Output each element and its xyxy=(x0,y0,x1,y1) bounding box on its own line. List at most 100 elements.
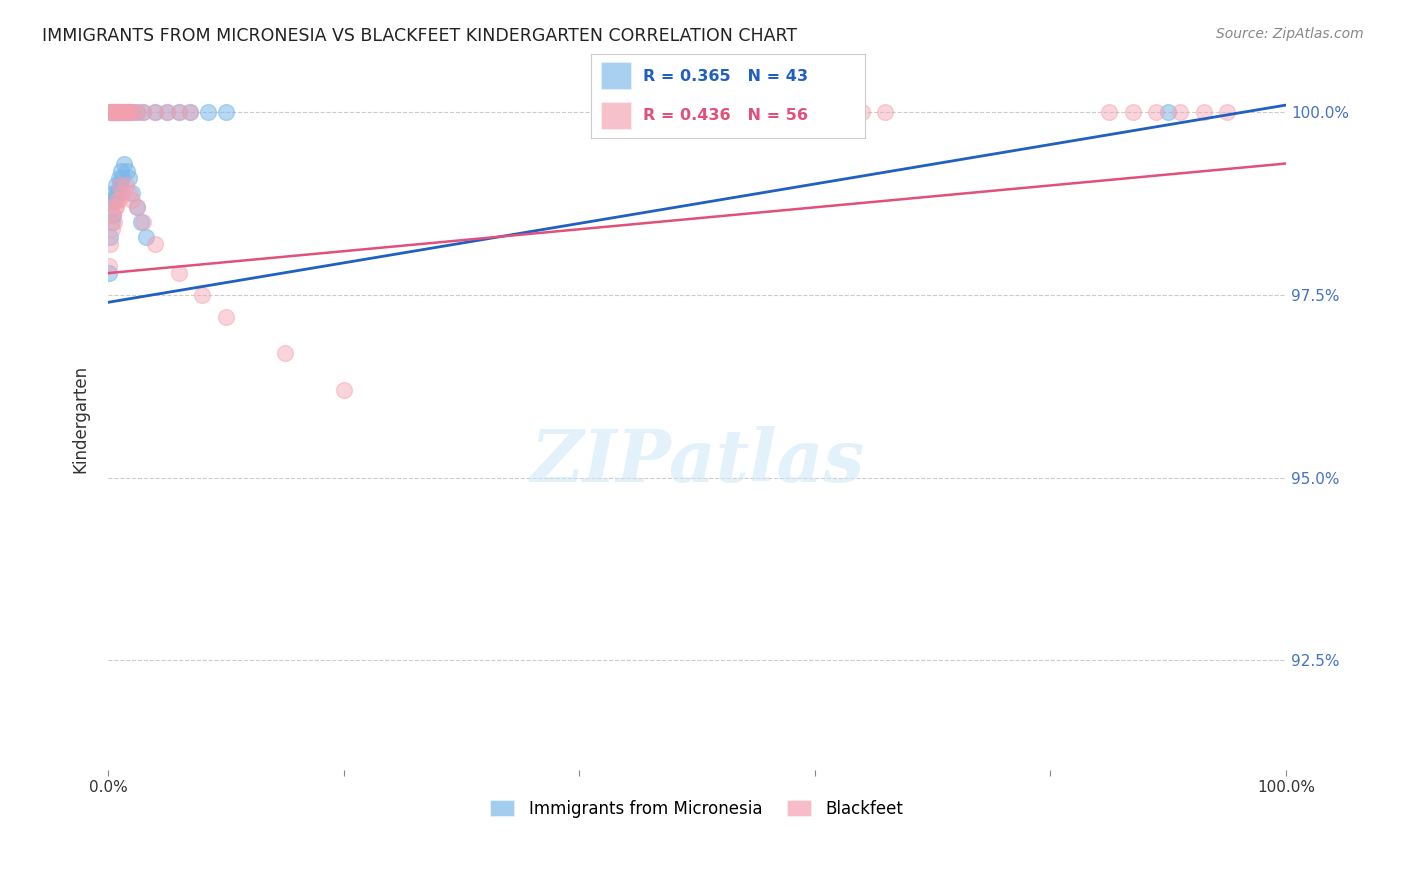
Point xyxy=(132,215,155,229)
Point xyxy=(118,171,141,186)
Point xyxy=(100,105,122,120)
Point xyxy=(127,105,149,120)
Point xyxy=(98,105,121,120)
Point xyxy=(107,171,129,186)
Point xyxy=(107,193,129,207)
Legend: Immigrants from Micronesia, Blackfeet: Immigrants from Micronesia, Blackfeet xyxy=(484,793,910,825)
Point xyxy=(107,186,129,200)
Point xyxy=(118,105,141,120)
Point xyxy=(215,105,238,120)
Point xyxy=(108,178,131,193)
Point xyxy=(111,171,134,186)
Point xyxy=(115,105,138,120)
Point xyxy=(1216,105,1239,120)
Point xyxy=(105,200,128,214)
Point xyxy=(100,193,122,207)
Point xyxy=(108,105,131,120)
Point xyxy=(103,105,125,120)
Point xyxy=(100,105,122,120)
Point xyxy=(118,186,141,200)
Point xyxy=(114,156,136,170)
Point xyxy=(107,105,129,120)
Point xyxy=(191,288,214,302)
Point xyxy=(110,105,132,120)
Point xyxy=(107,105,129,120)
Point xyxy=(1157,105,1180,120)
Point xyxy=(101,208,124,222)
Point xyxy=(851,105,873,120)
Point xyxy=(875,105,897,120)
Point xyxy=(104,105,127,120)
Point xyxy=(98,229,121,244)
Point xyxy=(1168,105,1191,120)
Point xyxy=(121,186,143,200)
Point xyxy=(107,105,129,120)
Point xyxy=(273,346,295,360)
Point xyxy=(103,186,125,200)
Point xyxy=(1122,105,1144,120)
Point xyxy=(117,105,139,120)
Point xyxy=(132,105,155,120)
Text: R = 0.436   N = 56: R = 0.436 N = 56 xyxy=(643,108,807,123)
Point xyxy=(827,105,849,120)
Y-axis label: Kindergarten: Kindergarten xyxy=(72,365,89,474)
Point xyxy=(156,105,179,120)
Point xyxy=(108,178,131,193)
Point xyxy=(167,266,190,280)
Point xyxy=(98,105,121,120)
Point xyxy=(121,105,143,120)
Point xyxy=(197,105,219,120)
Point xyxy=(127,200,149,214)
Point xyxy=(118,105,141,120)
Point xyxy=(114,105,136,120)
Point xyxy=(1098,105,1121,120)
Point xyxy=(100,222,122,236)
Point xyxy=(105,105,128,120)
Point xyxy=(179,105,201,120)
Point xyxy=(156,105,179,120)
Point xyxy=(111,105,134,120)
Point xyxy=(143,105,166,120)
Point xyxy=(803,105,825,120)
Point xyxy=(101,105,124,120)
Point xyxy=(1144,105,1167,120)
Point xyxy=(114,105,136,120)
Point xyxy=(143,105,166,120)
Point xyxy=(129,215,152,229)
Point xyxy=(167,105,190,120)
Point xyxy=(98,259,121,273)
Point xyxy=(114,178,136,193)
Point xyxy=(127,105,149,120)
Point xyxy=(112,105,135,120)
Point xyxy=(121,105,143,120)
Point xyxy=(100,215,122,229)
Point xyxy=(107,193,129,207)
Point xyxy=(111,105,134,120)
Point xyxy=(121,193,143,207)
Point xyxy=(179,105,201,120)
Point xyxy=(132,105,155,120)
Point xyxy=(108,105,131,120)
Point xyxy=(105,178,128,193)
Point xyxy=(127,200,149,214)
Point xyxy=(111,186,134,200)
Point xyxy=(98,236,121,251)
Point xyxy=(167,105,190,120)
Text: R = 0.365   N = 43: R = 0.365 N = 43 xyxy=(643,69,807,84)
Point xyxy=(115,164,138,178)
Point xyxy=(143,236,166,251)
Point xyxy=(107,105,129,120)
Point xyxy=(98,266,121,280)
Point xyxy=(103,105,125,120)
Point xyxy=(101,105,124,120)
Point xyxy=(332,383,354,397)
Point xyxy=(1192,105,1215,120)
Point xyxy=(104,200,127,214)
Point xyxy=(110,164,132,178)
Point xyxy=(135,229,157,244)
Point xyxy=(104,193,127,207)
Point xyxy=(114,105,136,120)
Point xyxy=(103,215,125,229)
Point xyxy=(101,208,124,222)
Text: ZIPatlas: ZIPatlas xyxy=(530,425,865,497)
